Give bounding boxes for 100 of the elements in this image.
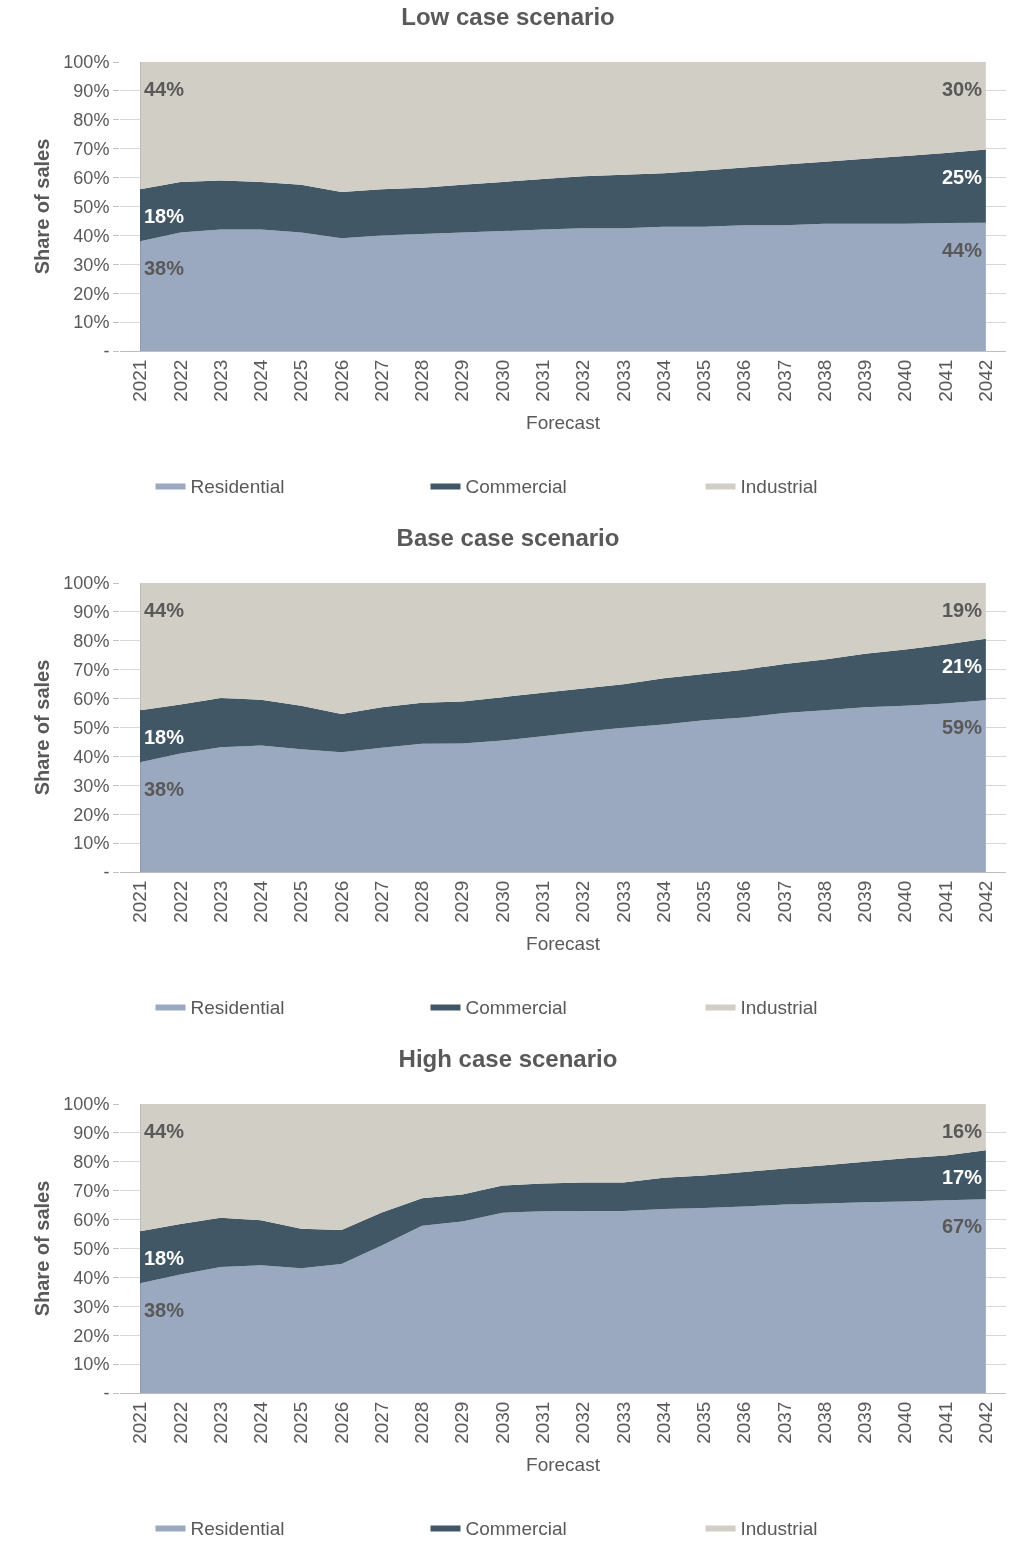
y-tick-label: 100% — [63, 52, 110, 73]
data-label: 38% — [144, 778, 185, 800]
data-label: 19% — [942, 599, 983, 621]
x-tick-label: 2037 — [773, 359, 795, 402]
y-tick-label: 100% — [63, 1094, 110, 1115]
x-tick-label: 2040 — [894, 1401, 916, 1444]
y-tick-label: - — [103, 862, 110, 883]
data-label: 18% — [144, 726, 185, 748]
y-tick-label: 40% — [73, 746, 110, 767]
x-tick-label: 2026 — [330, 1401, 352, 1444]
x-tick-label: 2030 — [491, 880, 513, 923]
y-tick-label: 80% — [73, 1152, 110, 1173]
legend-label: Residential — [190, 1517, 285, 1539]
x-tick-label: 2039 — [854, 880, 876, 923]
y-tick-label: 100% — [63, 573, 110, 594]
y-tick-label: 90% — [73, 81, 110, 102]
x-tick-label: 2023 — [209, 359, 231, 402]
legend-label: Industrial — [740, 1517, 818, 1539]
y-tick-label: 20% — [73, 804, 110, 825]
y-tick-label: 70% — [73, 1181, 110, 1201]
x-tick-label: 2036 — [733, 1401, 755, 1444]
x-tick-label: 2027 — [370, 359, 392, 402]
y-axis-title: Share of sales — [30, 138, 53, 275]
x-axis-title: Forecast — [526, 932, 601, 954]
x-tick-label: 2035 — [693, 1401, 715, 1444]
y-tick-label: 50% — [73, 717, 110, 738]
data-label: 44% — [144, 1120, 185, 1142]
x-tick-label: 2025 — [290, 880, 312, 923]
y-tick-label: 10% — [73, 312, 110, 333]
x-tick-label: 2022 — [169, 880, 191, 923]
chart-title: Low case scenario — [401, 2, 615, 30]
x-tick-label: 2028 — [411, 359, 433, 402]
x-tick-label: 2023 — [209, 1401, 231, 1444]
x-tick-label: 2028 — [411, 880, 433, 923]
x-tick-label: 2029 — [451, 359, 473, 402]
x-tick-label: 2038 — [813, 359, 835, 402]
x-tick-label: 2036 — [733, 880, 755, 923]
chart-title: High case scenario — [398, 1044, 618, 1072]
legend-label: Industrial — [740, 475, 818, 497]
x-tick-label: 2028 — [411, 1401, 433, 1444]
data-label: 44% — [144, 599, 185, 621]
y-tick-label: 60% — [73, 167, 110, 188]
x-tick-label: 2022 — [169, 1401, 191, 1444]
legend-label: Industrial — [740, 996, 818, 1018]
x-tick-label: 2039 — [854, 1401, 876, 1444]
x-tick-label: 2033 — [612, 880, 634, 923]
data-label: 25% — [942, 166, 983, 188]
y-tick-label: 30% — [73, 254, 110, 275]
y-tick-label: 60% — [73, 688, 110, 709]
x-tick-label: 2039 — [854, 359, 876, 402]
data-label: 18% — [144, 205, 185, 227]
data-label: 59% — [942, 716, 983, 738]
legend-label: Residential — [190, 475, 285, 497]
legend-label: Commercial — [465, 1517, 567, 1539]
chart-title: Base case scenario — [396, 523, 620, 551]
x-tick-label: 2031 — [532, 359, 554, 402]
legend-label: Commercial — [465, 996, 567, 1018]
y-tick-label: 30% — [73, 1296, 110, 1317]
y-axis-title: Share of sales — [30, 1180, 53, 1317]
y-tick-label: 50% — [73, 196, 110, 217]
x-tick-label: 2021 — [129, 1401, 151, 1444]
data-label: 44% — [144, 78, 185, 100]
data-label: 30% — [942, 78, 983, 100]
x-tick-label: 2033 — [612, 1401, 634, 1444]
x-tick-label: 2041 — [934, 1401, 956, 1444]
x-tick-label: 2030 — [491, 1401, 513, 1444]
x-tick-label: 2031 — [532, 880, 554, 923]
y-tick-label: 30% — [73, 775, 110, 796]
x-tick-label: 2042 — [975, 359, 997, 402]
x-tick-label: 2041 — [934, 880, 956, 923]
y-tick-label: 70% — [73, 139, 110, 159]
x-tick-label: 2024 — [250, 880, 272, 923]
data-label: 21% — [942, 655, 983, 677]
x-tick-label: 2032 — [572, 880, 594, 923]
legend-label: Residential — [190, 996, 285, 1018]
x-tick-label: 2022 — [169, 359, 191, 402]
data-label: 38% — [144, 257, 185, 279]
x-tick-label: 2035 — [693, 359, 715, 402]
x-tick-label: 2037 — [773, 880, 795, 923]
y-tick-label: 50% — [73, 1238, 110, 1259]
x-tick-label: 2034 — [652, 359, 674, 402]
x-tick-label: 2027 — [370, 1401, 392, 1444]
y-tick-label: 20% — [73, 283, 110, 304]
x-tick-label: 2038 — [813, 880, 835, 923]
x-tick-label: 2042 — [975, 1401, 997, 1444]
data-label: 38% — [144, 1299, 185, 1321]
y-tick-label: 90% — [73, 602, 110, 623]
x-tick-label: 2038 — [813, 1401, 835, 1444]
x-tick-label: 2029 — [451, 880, 473, 923]
x-tick-label: 2027 — [370, 880, 392, 923]
data-label: 67% — [942, 1215, 983, 1237]
x-tick-label: 2034 — [652, 1401, 674, 1444]
data-label: 17% — [942, 1166, 983, 1188]
data-label: 16% — [942, 1120, 983, 1142]
y-tick-label: 80% — [73, 631, 110, 652]
y-tick-label: 10% — [73, 833, 110, 854]
x-tick-label: 2026 — [330, 359, 352, 402]
x-tick-label: 2024 — [250, 359, 272, 402]
y-tick-label: - — [103, 341, 110, 362]
x-tick-label: 2034 — [652, 880, 674, 923]
